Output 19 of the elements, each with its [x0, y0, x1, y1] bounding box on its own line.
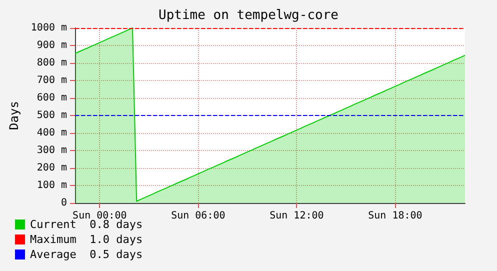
y-tick-label: 700 m: [36, 75, 68, 86]
legend-label: Maximum 1.0 days: [30, 233, 143, 246]
y-tick-label: 600 m: [36, 92, 68, 104]
x-tick-label: Sun 06:00: [171, 210, 226, 222]
chart-title: Uptime on tempelwg-core: [158, 8, 339, 23]
legend-label: Average 0.5 days: [30, 248, 143, 261]
y-tick-label: 100 m: [36, 180, 68, 191]
y-tick-label: 400 m: [36, 128, 68, 138]
x-tick-label: Sun 18:00: [368, 210, 422, 222]
y-tick-label: 1000 m: [30, 22, 68, 34]
y-tick-label: 200 m: [36, 162, 68, 174]
y-tick-label: 900 m: [36, 40, 68, 51]
y-tick-label: 300 m: [36, 145, 68, 156]
y-tick-label: 800 m: [36, 58, 68, 68]
y-axis-title: Days: [7, 101, 21, 130]
legend-label: Current 0.8 days: [30, 218, 143, 231]
y-tick-label: 0: [60, 198, 68, 208]
y-tick-label: 500 m: [36, 110, 68, 121]
x-tick-label: Sun 12:00: [270, 210, 324, 222]
